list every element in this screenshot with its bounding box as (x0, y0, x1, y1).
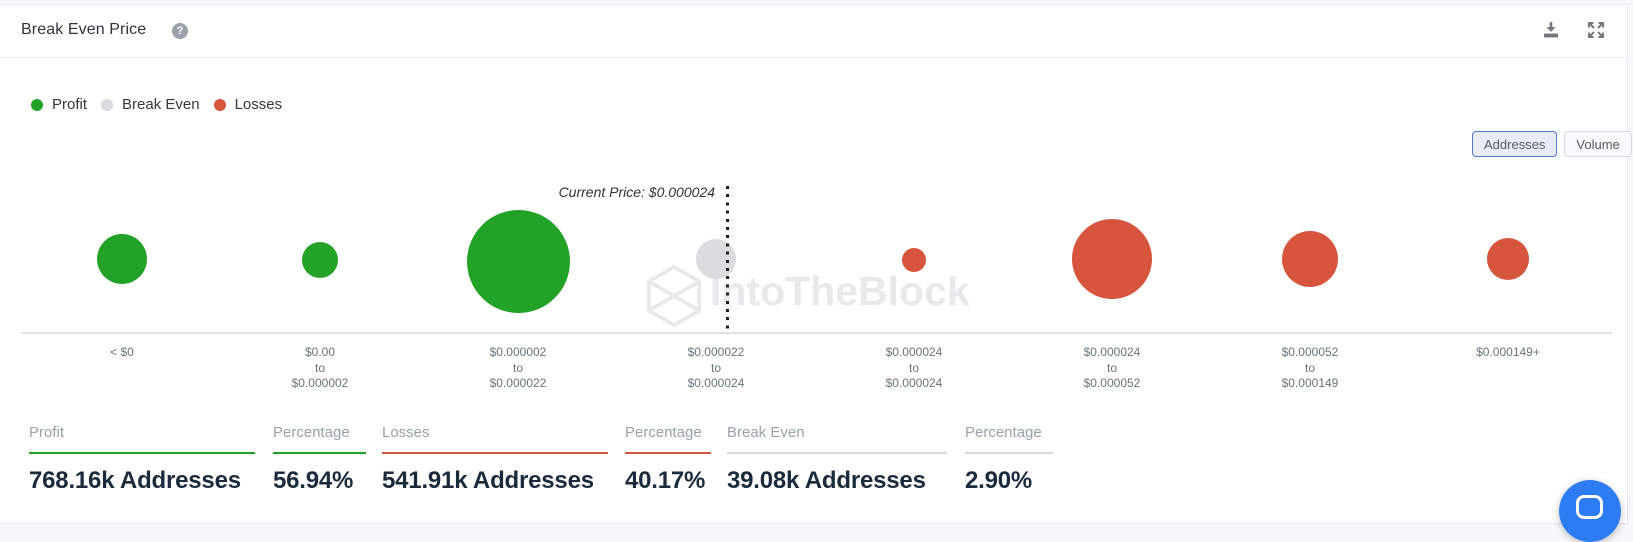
stat-value: 768.16k Addresses (29, 467, 241, 494)
bubble-0000024-to-0000024[interactable] (902, 248, 926, 272)
stat-value: 40.17% (625, 467, 706, 494)
break-even-dot-icon (101, 98, 114, 111)
legend-label: Profit (52, 96, 88, 113)
expand-icon[interactable] (1586, 20, 1606, 40)
bubble-0000002-to-0000022[interactable] (467, 210, 570, 313)
x-tick-label: $0.00 to $0.000002 (291, 345, 349, 390)
help-icon[interactable]: ? (172, 23, 188, 39)
stat-label: Break Even (727, 424, 805, 441)
intotheblock-watermark: IntoTheBlock (710, 268, 970, 314)
stat-underline (965, 452, 1053, 454)
x-tick-label: $0.000052 to $0.000149 (1281, 345, 1339, 390)
x-axis-line (21, 332, 1612, 334)
bubble-below-0[interactable] (97, 234, 147, 284)
toggle-addresses-button[interactable]: Addresses (1472, 131, 1558, 157)
stat-losses-percentage: Percentage 40.17% (625, 424, 711, 495)
bubble-0000024-to-0000052[interactable] (1072, 219, 1152, 299)
view-toggle: Addresses Volume (1472, 131, 1632, 157)
page-title: Break Even Price (21, 21, 147, 38)
stat-underline (273, 452, 366, 454)
stat-underline (382, 452, 608, 454)
bubble-0000052-to-0000149[interactable] (1282, 231, 1338, 287)
stat-label: Percentage (625, 424, 702, 441)
stat-label: Percentage (273, 424, 350, 441)
x-tick-label: < $0 (110, 345, 134, 359)
bubble-0000022-to-0000024[interactable] (696, 239, 736, 279)
legend: Profit Break Even Losses (31, 96, 282, 113)
x-tick-label: $0.000024 to $0.000052 (1083, 345, 1141, 390)
losses-dot-icon (213, 98, 226, 111)
stat-label: Profit (29, 424, 65, 441)
stat-label: Losses (382, 424, 430, 441)
toggle-volume-button[interactable]: Volume (1564, 131, 1632, 157)
bubble-0-to-0000002[interactable] (302, 242, 338, 278)
bubble-0000149-plus[interactable] (1487, 238, 1529, 280)
header-divider (0, 57, 1627, 58)
intotheblock-logo-icon (643, 264, 705, 330)
help-glyph: ? (176, 25, 184, 37)
legend-label: Losses (234, 96, 283, 113)
stat-underline (625, 452, 711, 454)
stat-value: 2.90% (965, 467, 1033, 494)
stat-profit-percentage: Percentage 56.94% (273, 424, 366, 495)
stat-losses: Losses 541.91k Addresses (382, 424, 608, 495)
current-price-line (726, 186, 729, 333)
x-tick-label: $0.000149+ (1476, 345, 1540, 359)
break-even-price-card (0, 4, 1628, 524)
x-tick-label: $0.000024 to $0.000024 (885, 345, 943, 390)
chat-launcher-button[interactable] (1559, 480, 1621, 542)
stat-break-even: Break Even 39.08k Addresses (727, 424, 947, 495)
stat-underline (727, 452, 947, 454)
profit-dot-icon (31, 98, 43, 111)
download-icon[interactable] (1541, 20, 1561, 40)
legend-item-profit: Profit (31, 96, 87, 113)
stat-value: 541.91k Addresses (382, 467, 594, 494)
stat-value: 56.94% (273, 467, 354, 494)
current-price-annotation: Current Price: $0.000024 (558, 184, 715, 200)
stat-break-even-percentage: Percentage 2.90% (965, 424, 1053, 495)
x-tick-label: $0.000022 to $0.000024 (687, 345, 745, 390)
chat-window-icon (1576, 495, 1603, 519)
legend-item-losses: Losses (213, 96, 283, 113)
stat-underline (29, 452, 255, 454)
stat-profit: Profit 768.16k Addresses (29, 424, 255, 495)
x-tick-label: $0.000002 to $0.000022 (489, 345, 547, 390)
legend-label: Break Even (122, 96, 200, 113)
stat-value: 39.08k Addresses (727, 467, 926, 494)
legend-item-break-even: Break Even (101, 96, 200, 113)
stat-label: Percentage (965, 424, 1042, 441)
